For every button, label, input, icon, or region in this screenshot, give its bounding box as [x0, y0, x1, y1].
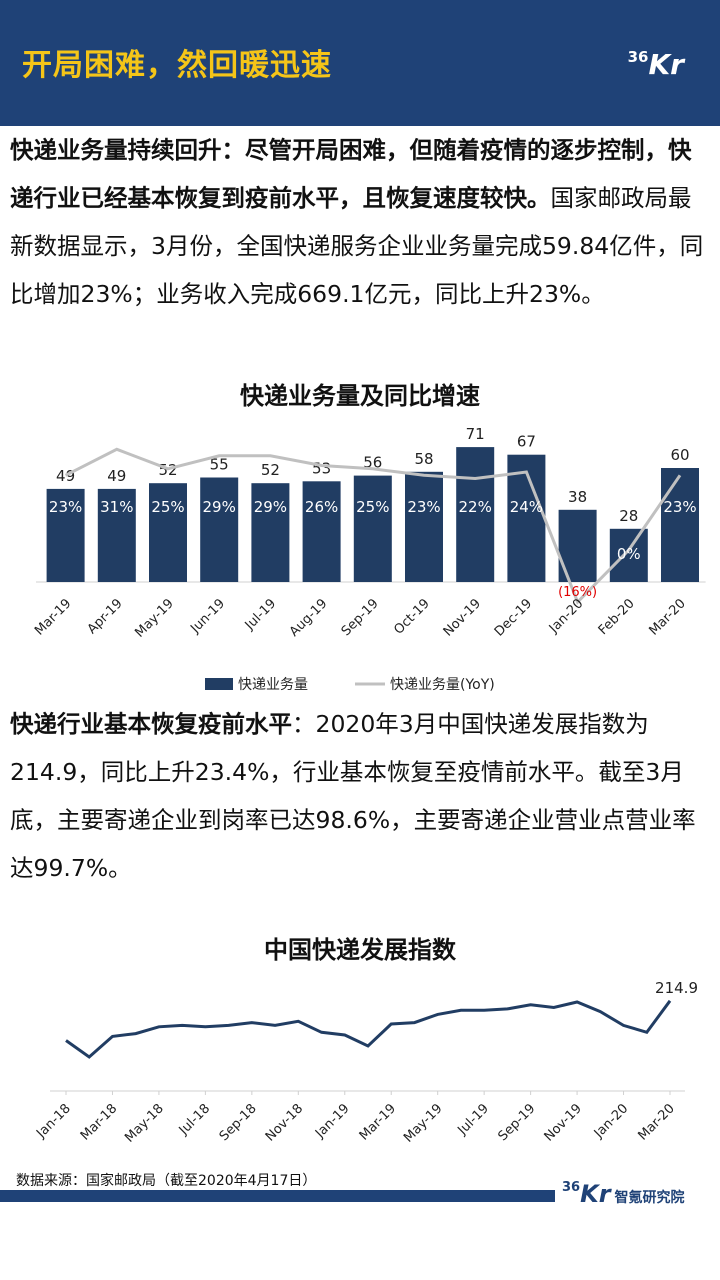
yoy-value-label: 23%: [663, 498, 696, 516]
x-tick-label: Feb-20: [596, 596, 638, 638]
index-chart-title: 中国快递发展指数: [264, 936, 456, 964]
volume-bar: [302, 481, 341, 582]
brand-logo: 36Kr: [628, 48, 684, 81]
source-note: 数据来源：国家邮政局（截至2020年4月17日）: [16, 1173, 317, 1189]
volume-bar: [353, 475, 392, 582]
x-tick-label: Mar-20: [646, 596, 688, 638]
x-tick-label: Jan-19: [312, 1101, 353, 1142]
x-tick-label: Jan-20: [591, 1101, 632, 1142]
volume-value-label: 49: [56, 467, 75, 485]
yoy-value-label: (16%): [558, 585, 597, 600]
x-tick-label: Sep-19: [495, 1101, 538, 1144]
volume-bar: [609, 528, 648, 582]
x-tick-label: Mar-19: [357, 1101, 399, 1143]
index-paragraph: 快递行业基本恢复疫前水平：2020年3月中国快递发展指数为214.9，同比上升2…: [10, 700, 712, 892]
x-tick-label: Sep-19: [339, 596, 382, 639]
index-end-label: 214.9: [655, 979, 698, 997]
x-tick-label: Jul-19: [455, 1101, 492, 1138]
intro-lead: 快递业务量持续回升：尽管开局困难，但随着疫情的逐步控制，快递行业已经基本恢复到疫…: [10, 136, 692, 212]
intro-body: 国家邮政局最新数据显示，3月份，全国快递服务企业业务量完成59.84亿件，同比增…: [10, 184, 704, 308]
yoy-line: [64, 447, 682, 605]
yoy-value-label: 31%: [100, 498, 133, 516]
index-lead: 快递行业基本恢复疫前水平: [10, 710, 292, 738]
volume-bar: [46, 488, 85, 582]
yoy-value-label: 23%: [49, 498, 82, 516]
x-tick-label: Apr-19: [85, 596, 126, 637]
yoy-value-label: 29%: [203, 498, 236, 516]
yoy-value-label: 0%: [617, 545, 641, 563]
x-tick-label: Nov-19: [542, 1101, 585, 1144]
x-tick-label: Nov-19: [441, 596, 484, 639]
volume-chart-title: 快递业务量及同比增速: [240, 382, 480, 410]
x-tick-label: Mar-19: [32, 596, 74, 638]
volume-bar: [661, 468, 699, 582]
index-line: [65, 999, 672, 1059]
logo-number: 36: [627, 48, 649, 66]
x-tick-label: Sep-18: [217, 1101, 260, 1144]
footer-bar: [0, 1190, 555, 1202]
x-tick-label: May-19: [401, 1101, 445, 1145]
x-tick-label: May-19: [132, 596, 176, 640]
volume-value-label: 38: [568, 488, 587, 506]
x-tick-label: Jan-20: [546, 596, 587, 637]
intro-paragraph: 快递业务量持续回升：尽管开局困难，但随着疫情的逐步控制，快递行业已经基本恢复到疫…: [10, 126, 712, 318]
x-tick-label: Jul-19: [242, 596, 279, 633]
x-tick-label: Mar-18: [78, 1101, 120, 1143]
volume-bar: [200, 477, 239, 582]
yoy-value-label: 24%: [510, 498, 543, 516]
volume-value-label: 49: [107, 467, 126, 485]
x-tick-label: Oct-19: [391, 596, 433, 638]
volume-value-label: 58: [414, 450, 433, 468]
legend-bar-label: 快递业务量: [238, 677, 308, 693]
page-title: 开局困难，然回暖迅速: [22, 48, 332, 83]
x-tick-label: Jul-18: [176, 1101, 213, 1138]
volume-value-label: 55: [210, 456, 229, 474]
volume-value-label: 52: [261, 461, 280, 479]
x-tick-label: Nov-18: [263, 1101, 306, 1144]
volume-bar: [456, 447, 495, 582]
x-tick-label: Dec-19: [492, 596, 535, 639]
logo-letters: Kr: [648, 48, 684, 81]
x-tick-label: May-18: [122, 1101, 166, 1145]
x-tick-label: Jan-18: [33, 1101, 74, 1142]
yoy-value-label: 29%: [254, 498, 287, 516]
yoy-value-label: 26%: [305, 498, 338, 516]
volume-bar: [251, 483, 290, 582]
volume-value-label: 53: [312, 459, 331, 477]
x-tick-label: Jun-19: [187, 596, 228, 637]
footer-logo-number: 36: [562, 1180, 581, 1195]
yoy-value-label: 25%: [151, 498, 184, 516]
volume-value-label: 60: [670, 446, 689, 464]
volume-bar: [149, 483, 187, 582]
index-body: ：2020年3月中国快递发展指数为214.9，同比上升23.4%，行业基本恢复至…: [10, 710, 696, 882]
x-tick-label: Aug-19: [287, 596, 331, 640]
footer-institute: 智氪研究院: [614, 1190, 685, 1206]
header-bar: 开局困难，然回暖迅速 36Kr: [0, 0, 720, 126]
volume-value-label: 28: [619, 507, 638, 525]
volume-value-label: 71: [466, 425, 485, 443]
x-tick-label: Mar-20: [635, 1101, 677, 1143]
footer-logo: 36Kr 智氪研究院: [562, 1180, 685, 1208]
legend-line-label: 快递业务量(YoY): [390, 677, 495, 693]
volume-bar: [405, 471, 443, 582]
yoy-value-label: 22%: [459, 498, 492, 516]
yoy-value-label: 23%: [407, 498, 440, 516]
legend-bar-swatch: [205, 678, 233, 690]
volume-bar: [97, 488, 136, 582]
volume-value-label: 67: [517, 433, 536, 451]
footer-logo-letters: Kr: [580, 1180, 611, 1208]
yoy-value-label: 25%: [356, 498, 389, 516]
